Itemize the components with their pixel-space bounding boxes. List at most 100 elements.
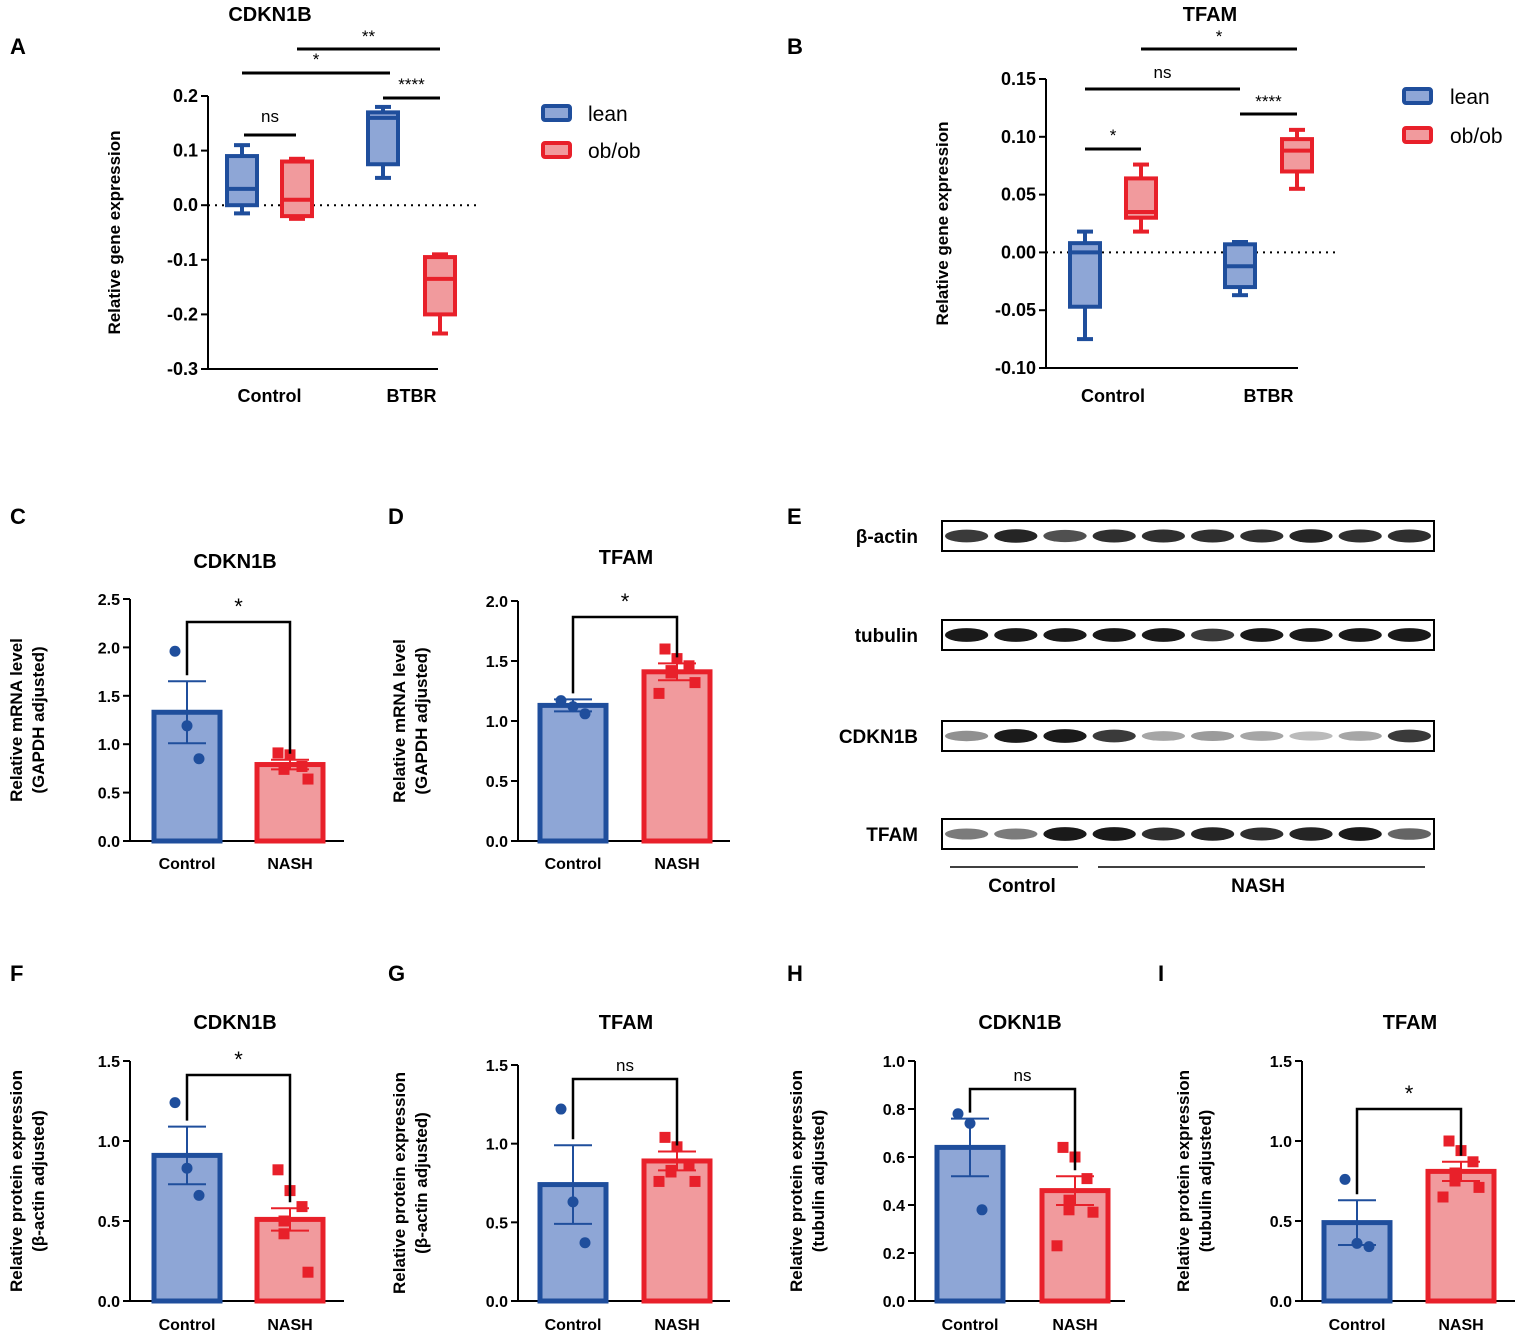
data-point [181,1162,193,1174]
data-point [1063,1194,1075,1206]
box [366,110,400,167]
significance-label: * [1110,126,1117,145]
data-point [1437,1191,1449,1203]
y-tick-label: 0.5 [98,786,120,803]
y-tick-label: -0.3 [167,359,198,379]
y-tick-label: 1.0 [98,1134,120,1151]
blot-band [1190,529,1235,543]
y-tick-label: 0.5 [98,1214,120,1231]
y-axis-label: Relative protein expression [1174,1070,1193,1292]
data-point [1087,1206,1099,1218]
blot-band [1387,828,1432,840]
blot-band [1289,827,1333,841]
panel-label-a: A [10,34,26,59]
x-tick-label: NASH [654,1317,699,1334]
y-tick-label: 1.0 [98,737,120,754]
blot-band [1190,730,1235,742]
blot-band [1240,827,1284,841]
blot-band [944,628,989,642]
panel-label-h: H [787,961,803,986]
y-axis-label: (GAPDH adjusted) [412,647,431,794]
chart-a: CDKN1B 0.2 0.1 0.0 -0.1 -0.2 -0.3 Relative gene… [105,4,478,406]
chart-c: CDKN1B 2.5 2.0 1.5 1.0 0.5 0.0 Relative mRNA le… [7,551,344,873]
y-tick-label: 0.0 [98,1294,120,1311]
significance-label: * [1216,27,1223,46]
x-tick-label: NASH [654,856,699,873]
y-axis-label: (GAPDH adjusted) [29,646,48,793]
blot-band [1190,827,1235,841]
y-tick-label: 1.5 [98,1054,120,1071]
blot-row-label: TFAM [866,825,918,846]
blot-band [1043,529,1087,543]
data-point [964,1117,976,1129]
y-axis-label: Relative protein expression [7,1070,26,1292]
significance-label: **** [398,75,425,94]
legend-swatch-lean [1402,87,1433,105]
data-point [1467,1156,1479,1168]
significance-label: ns [261,107,279,126]
blot-band [1092,827,1136,841]
x-tick-label: Control [1329,1317,1386,1334]
blot-row-label: CDKN1B [839,727,918,748]
y-axis-label: Relative mRNA level [390,639,409,803]
legend-b: lean ob/ob [1402,86,1503,148]
blot-band [1338,731,1382,741]
data-point [1063,1204,1075,1216]
y-tick-label: 0.00 [1001,242,1036,262]
blot-band [1141,628,1186,642]
x-tick-label: Control [942,1317,999,1334]
chart-g: TFAM 1.5 1.0 0.5 0.0 Relative protein express… [390,1012,730,1334]
y-tick-label: 0.5 [1270,1214,1292,1231]
data-point [689,1175,701,1187]
data-point [272,747,284,759]
x-tick-label: Control [159,1317,216,1334]
legend-label-obob: ob/ob [1450,125,1503,148]
data-point [296,760,308,772]
y-tick-label: 1.0 [883,1054,905,1071]
chart-title: CDKN1B [193,1012,276,1034]
y-axis-label: Relative protein expression [390,1072,409,1294]
x-tick-label: BTBR [1244,386,1294,406]
significance-label: * [234,1047,243,1072]
chart-title: TFAM [599,547,653,569]
blot-group-label: NASH [1231,876,1285,897]
blot-row: TFAM [866,818,1435,850]
blot-row-label: β-actin [856,527,918,548]
y-tick-label: 0.5 [486,774,508,791]
significance-bracket [571,1077,679,1146]
blot-band [1338,529,1382,543]
y-tick-label: 2.5 [98,592,120,609]
blot-band [1387,628,1432,642]
blot-band [1141,827,1186,841]
data-point [1081,1173,1093,1185]
y-tick-label: -0.05 [995,300,1036,320]
y-tick-label: 0.2 [173,86,198,106]
significance-label: * [313,50,320,69]
y-tick-label: 0.15 [1001,69,1036,89]
chart-f: CDKN1B 1.5 1.0 0.5 0.0 Relative protein expre… [7,1012,344,1334]
blot-band [994,529,1038,543]
blot-band [1240,731,1284,741]
box [1280,137,1314,174]
data-point [976,1204,988,1216]
legend-label-lean: lean [1450,86,1490,109]
y-tick-label: 0.1 [173,141,198,161]
y-tick-label: -0.2 [167,304,198,324]
data-point [683,1158,695,1170]
x-tick-label: NASH [1438,1317,1483,1334]
western-blot: β-actin tubulin CDKN1B TFAM Control NASH [839,520,1435,897]
y-axis-label: (tubulin adjusted) [809,1110,828,1253]
data-point [1443,1135,1455,1147]
y-tick-label: 2.0 [98,640,120,657]
y-tick-label: -0.1 [167,250,198,270]
y-axis-label: Relative gene expression [933,121,952,325]
data-point [278,763,290,775]
x-tick-label: Control [1081,386,1145,406]
data-point [567,701,579,713]
chart-title: CDKN1B [193,551,276,573]
data-point [1051,1240,1063,1252]
blot-band [1240,529,1284,543]
blot-band [1387,529,1432,543]
significance-bracket [185,1073,292,1203]
significance-label: ns [1154,63,1172,82]
